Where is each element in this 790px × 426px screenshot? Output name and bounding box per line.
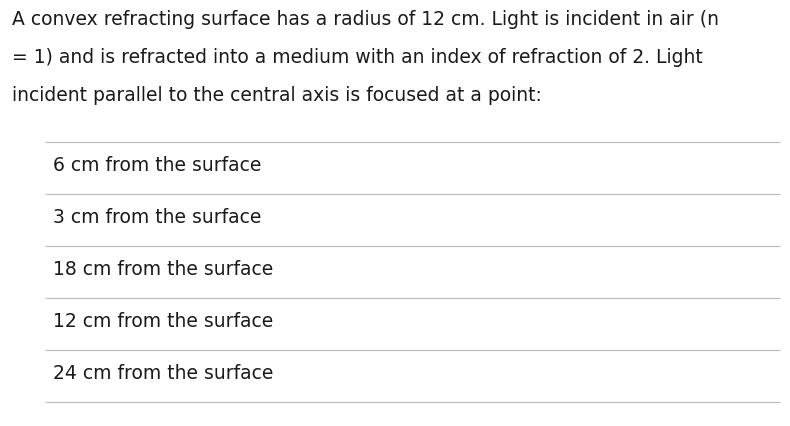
Text: 18 cm from the surface: 18 cm from the surface <box>53 260 273 279</box>
Text: 3 cm from the surface: 3 cm from the surface <box>53 208 261 227</box>
Text: 6 cm from the surface: 6 cm from the surface <box>53 156 261 175</box>
Text: = 1) and is refracted into a medium with an index of refraction of 2. Light: = 1) and is refracted into a medium with… <box>12 48 703 67</box>
Text: A convex refracting surface has a radius of 12 cm. Light is incident in air (n: A convex refracting surface has a radius… <box>12 10 719 29</box>
Text: 24 cm from the surface: 24 cm from the surface <box>53 364 273 383</box>
Text: 12 cm from the surface: 12 cm from the surface <box>53 312 273 331</box>
Text: incident parallel to the central axis is focused at a point:: incident parallel to the central axis is… <box>12 86 542 105</box>
